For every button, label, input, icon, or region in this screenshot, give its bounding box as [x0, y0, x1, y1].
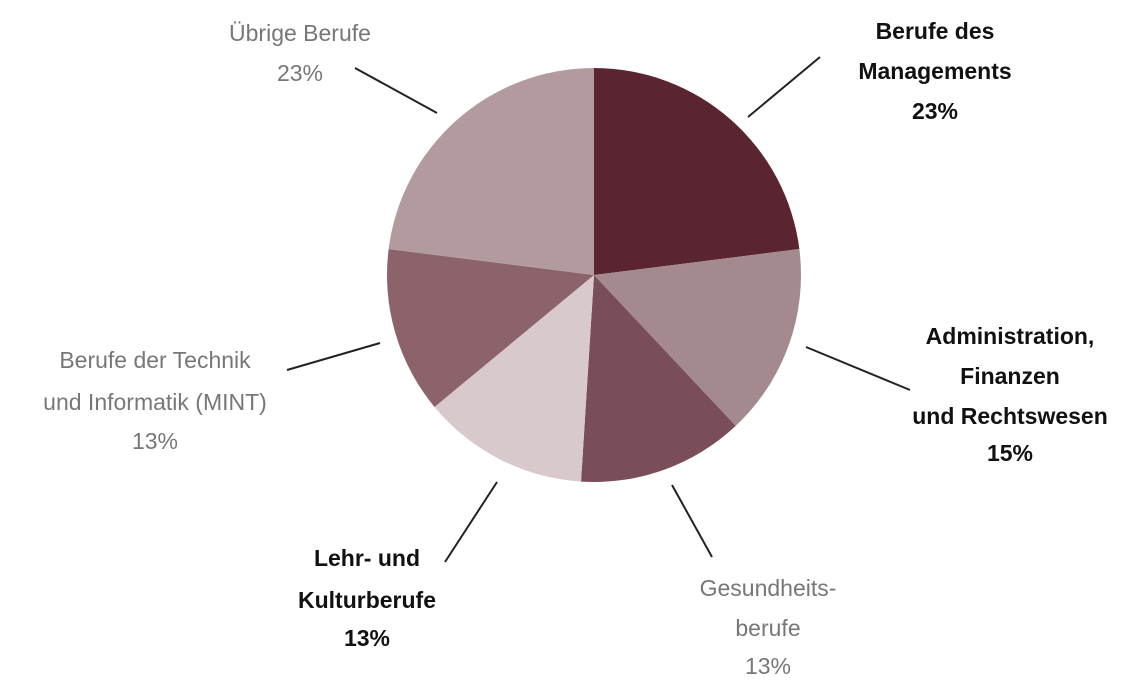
- slice-label: Berufe der Technik und Informatik (MINT): [43, 347, 267, 415]
- value-label: 13%: [132, 428, 178, 454]
- slice-label: Übrige Berufe: [229, 20, 371, 46]
- leader-line: [671, 484, 713, 558]
- value-label: 13%: [745, 653, 791, 679]
- pie-slice: [594, 68, 800, 275]
- slice-label: Berufe des Managements: [858, 18, 1011, 84]
- leader-line: [805, 346, 911, 391]
- label-line: Berufe des: [876, 18, 995, 44]
- label-line: Kulturberufe: [298, 587, 436, 613]
- label-line: Lehr- und: [314, 545, 420, 571]
- leader-line: [747, 56, 821, 118]
- label-line: Finanzen: [960, 363, 1060, 389]
- label-line: Managements: [858, 58, 1011, 84]
- label-line: Administration,: [926, 323, 1095, 349]
- value-label: 13%: [344, 625, 390, 651]
- pie-slice: [388, 68, 594, 275]
- label-line: berufe: [735, 615, 800, 641]
- label-line: Übrige Berufe: [229, 20, 371, 46]
- leader-line: [354, 67, 438, 114]
- leader-line: [444, 481, 498, 563]
- pie-slice: [581, 275, 736, 482]
- slice-label: Administration, Finanzen und Rechtswesen: [912, 323, 1108, 429]
- label-line: und Informatik (MINT): [43, 389, 267, 415]
- value-label: 23%: [912, 98, 958, 124]
- pie-slice: [594, 249, 801, 426]
- slice-label: Lehr- und Kulturberufe: [298, 545, 436, 613]
- label-line: und Rechtswesen: [912, 403, 1108, 429]
- value-label: 23%: [277, 60, 323, 86]
- value-label: 15%: [987, 440, 1033, 466]
- leader-line: [286, 342, 381, 371]
- label-line: Berufe der Technik: [59, 347, 251, 373]
- pie-slice: [434, 275, 594, 482]
- slice-label: Gesundheits-berufe: [700, 575, 837, 641]
- pie-slice: [387, 249, 594, 407]
- label-line: Gesundheits-: [700, 575, 837, 601]
